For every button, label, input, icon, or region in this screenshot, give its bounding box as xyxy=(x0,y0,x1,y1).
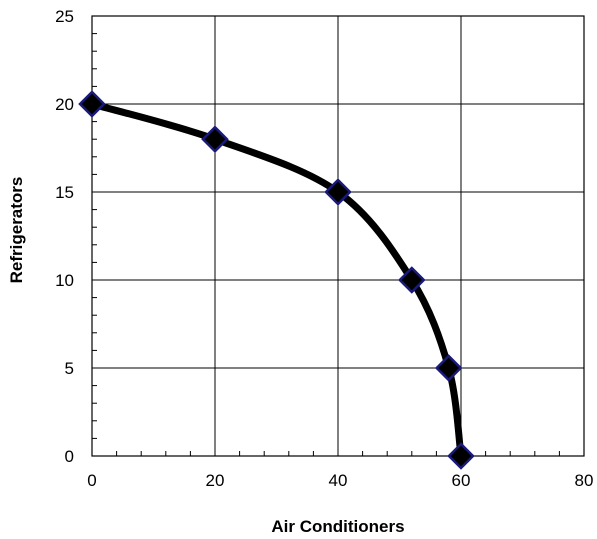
y-tick-label: 20 xyxy=(55,95,74,114)
y-tick-label: 5 xyxy=(65,359,74,378)
data-point-marker xyxy=(324,178,352,206)
data-point-marker xyxy=(434,354,463,382)
x-axis-title: Air Conditioners xyxy=(271,517,404,536)
data-point-marker xyxy=(78,90,106,118)
x-tick-label: 0 xyxy=(87,471,96,490)
x-tick-labels: 0 20 40 60 80 xyxy=(87,471,593,490)
y-tick-label: 15 xyxy=(55,183,74,202)
y-axis-title: Refrigerators xyxy=(7,177,26,284)
data-point-marker xyxy=(447,442,475,470)
x-tick-label: 20 xyxy=(206,471,225,490)
x-tick-label: 40 xyxy=(329,471,348,490)
y-tick-label: 0 xyxy=(65,447,74,466)
y-tick-label: 25 xyxy=(55,7,74,26)
y-tick-label: 10 xyxy=(55,271,74,290)
data-point-marker xyxy=(201,125,229,153)
marker-group xyxy=(78,90,475,470)
data-point-marker xyxy=(398,266,426,294)
x-tick-label: 80 xyxy=(575,471,594,490)
x-tick-label: 60 xyxy=(452,471,471,490)
minor-ticks xyxy=(92,33,560,456)
plot-border xyxy=(91,15,585,457)
y-tick-labels: 0 5 10 15 20 25 xyxy=(55,7,74,466)
